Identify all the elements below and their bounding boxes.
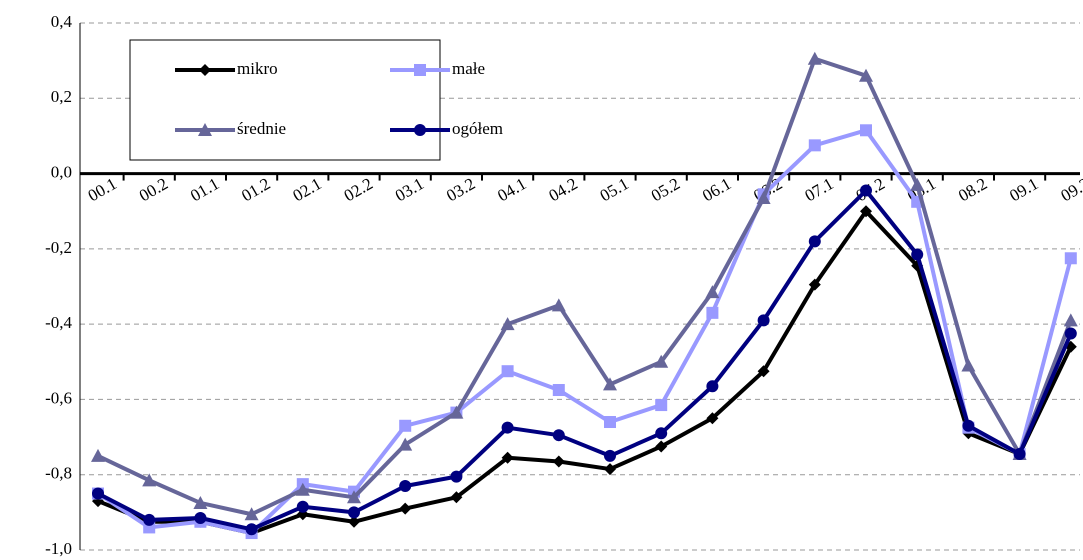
- marker: [962, 419, 975, 432]
- marker: [142, 473, 157, 487]
- marker: [910, 177, 925, 191]
- marker: [348, 506, 360, 519]
- legend-label: mikro: [237, 59, 278, 78]
- x-tick-label: 06.1: [699, 174, 734, 205]
- marker: [501, 365, 514, 378]
- legend-label: ogółem: [452, 119, 503, 138]
- marker: [450, 491, 463, 504]
- marker: [860, 124, 872, 137]
- marker: [1064, 252, 1077, 265]
- marker: [756, 191, 771, 205]
- marker: [604, 463, 616, 476]
- y-tick-label: -0,2: [45, 238, 72, 257]
- series-line: [97, 56, 1073, 517]
- marker: [705, 285, 720, 299]
- legend-label: małe: [452, 59, 485, 78]
- x-tick-label: 00.1: [85, 174, 120, 205]
- marker: [399, 502, 412, 515]
- marker: [860, 205, 872, 218]
- marker: [655, 440, 668, 453]
- marker: [399, 480, 412, 493]
- x-tick-label: 04.1: [494, 174, 529, 205]
- marker: [1013, 448, 1026, 461]
- marker: [961, 358, 976, 372]
- marker: [757, 365, 770, 378]
- marker: [398, 437, 413, 451]
- marker: [92, 487, 104, 500]
- marker: [347, 490, 361, 504]
- marker: [194, 512, 207, 525]
- x-tick-label: 01.1: [187, 174, 222, 205]
- marker: [808, 139, 821, 152]
- x-tick-label: 05.1: [597, 174, 632, 205]
- marker: [91, 448, 105, 462]
- y-tick-label: 0,2: [51, 87, 72, 106]
- y-tick-label: 0,4: [51, 12, 73, 31]
- y-tick-label: -0,4: [45, 313, 72, 332]
- marker: [244, 507, 259, 521]
- marker: [143, 513, 156, 526]
- marker: [501, 451, 514, 464]
- x-tick-label: 02.2: [341, 174, 376, 205]
- series-line: [97, 188, 1073, 532]
- legend: mikro małe średnie ogółem: [129, 39, 503, 161]
- marker: [604, 416, 616, 429]
- marker: [808, 278, 821, 291]
- marker: [859, 68, 873, 82]
- marker: [706, 380, 719, 393]
- marker: [706, 412, 719, 425]
- grid: [80, 22, 1080, 551]
- marker: [654, 354, 669, 368]
- marker: [296, 500, 309, 513]
- y-tick-label: -1,0: [45, 539, 72, 558]
- x-tick-label: 05.2: [648, 174, 683, 205]
- marker: [807, 51, 822, 65]
- marker: [414, 64, 426, 76]
- x-tick-label: 01.2: [238, 174, 273, 205]
- marker: [552, 384, 565, 397]
- marker: [450, 470, 463, 483]
- marker: [911, 248, 924, 261]
- y-tick-label: 0,0: [51, 162, 72, 181]
- marker: [808, 235, 821, 248]
- marker: [604, 449, 616, 462]
- marker: [757, 314, 770, 327]
- x-tick-label: 00.2: [136, 174, 171, 205]
- series-line: [97, 209, 1073, 536]
- marker: [198, 123, 212, 136]
- marker: [552, 429, 565, 442]
- marker: [199, 64, 211, 76]
- marker: [193, 495, 208, 509]
- marker: [655, 427, 668, 440]
- marker: [348, 515, 360, 528]
- marker: [860, 184, 872, 197]
- marker: [1063, 313, 1078, 327]
- marker: [552, 455, 565, 468]
- marker: [551, 298, 566, 312]
- marker: [1064, 327, 1077, 340]
- x-tick-label: 03.1: [392, 174, 427, 205]
- marker: [449, 405, 464, 419]
- x-tick-label: 04.2: [545, 174, 580, 205]
- x-tick-label: 09.2: [1057, 174, 1083, 205]
- legend-box: [129, 39, 441, 161]
- marker: [500, 317, 515, 331]
- marker: [295, 482, 310, 496]
- y-tick-label: -0,6: [45, 388, 72, 407]
- marker: [414, 124, 426, 136]
- marker: [706, 306, 719, 319]
- x-tick-label: 02.1: [289, 174, 324, 205]
- x-tick-label: 08.2: [955, 174, 990, 205]
- marker: [655, 399, 668, 412]
- x-tick-label: 09.1: [1006, 174, 1041, 205]
- marker: [399, 419, 412, 432]
- x-tick-label: 03.2: [443, 174, 478, 205]
- y-tick-label: -0,8: [45, 464, 72, 483]
- marker: [603, 377, 617, 391]
- legend-label: średnie: [237, 119, 286, 138]
- x-tick-label: 07.1: [801, 174, 836, 205]
- marker: [501, 421, 514, 434]
- marker: [245, 523, 258, 536]
